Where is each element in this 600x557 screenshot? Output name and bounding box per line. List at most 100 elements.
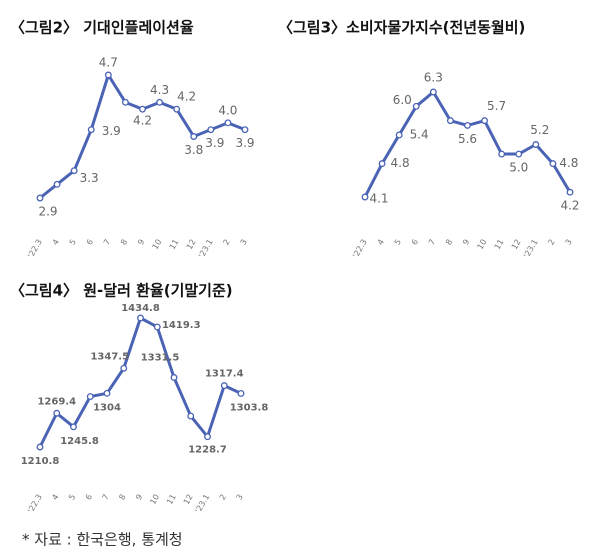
data-label: 1245.8 bbox=[60, 436, 99, 447]
point bbox=[395, 131, 403, 139]
data-label: 4.1 bbox=[369, 192, 388, 206]
point bbox=[53, 180, 61, 188]
x-tick-label: '23.1 bbox=[522, 238, 540, 260]
x-tick-label: 5 bbox=[67, 493, 77, 502]
point bbox=[204, 433, 211, 441]
data-label: 4.3 bbox=[150, 83, 169, 97]
x-tick-label: 4 bbox=[51, 238, 61, 247]
chart-title: 〈그림2〉 기대인플레이션율 bbox=[10, 19, 194, 37]
x-tick-label: 4 bbox=[376, 238, 386, 247]
x-tick-label: 11 bbox=[165, 493, 178, 506]
data-label: 5.6 bbox=[458, 132, 477, 146]
point bbox=[446, 117, 454, 125]
point bbox=[481, 117, 489, 125]
point bbox=[156, 98, 164, 106]
x-tick-label: 10 bbox=[148, 493, 161, 506]
point bbox=[378, 160, 386, 168]
point bbox=[498, 150, 506, 158]
data-label: 4.7 bbox=[99, 56, 118, 70]
point bbox=[70, 167, 78, 175]
data-label: 6.3 bbox=[424, 71, 443, 85]
data-label: 5.2 bbox=[530, 123, 549, 137]
point bbox=[464, 121, 471, 129]
data-label: 1269.4 bbox=[37, 396, 76, 407]
x-tick-label: 3 bbox=[235, 493, 245, 502]
data-label: 3.8 bbox=[184, 143, 203, 157]
data-label: 4.2 bbox=[133, 114, 152, 128]
x-tick-label: 12 bbox=[182, 493, 195, 506]
x-tick-label: 11 bbox=[493, 238, 506, 251]
x-tick-label: 6 bbox=[84, 493, 94, 502]
x-tick-label: 9 bbox=[134, 493, 144, 502]
data-label: 1303.8 bbox=[230, 402, 269, 413]
data-label: 3.9 bbox=[102, 124, 121, 138]
x-tick-label: 8 bbox=[119, 238, 129, 247]
x-tick-label: '22.3 bbox=[26, 238, 44, 260]
point bbox=[120, 364, 128, 372]
x-tick-label: 3 bbox=[239, 238, 249, 247]
data-label: 6.0 bbox=[393, 93, 412, 107]
point bbox=[104, 71, 112, 79]
point bbox=[70, 423, 77, 431]
point bbox=[87, 126, 95, 134]
x-tick-label: 5 bbox=[68, 238, 78, 247]
x-tick-label: 8 bbox=[117, 493, 127, 502]
point bbox=[220, 382, 228, 390]
point bbox=[190, 133, 198, 140]
x-tick-label: 3 bbox=[564, 238, 574, 247]
data-label: 1210.8 bbox=[21, 456, 60, 467]
point bbox=[36, 443, 44, 451]
x-tick-label: 8 bbox=[444, 238, 454, 247]
x-tick-label: '23.1 bbox=[194, 493, 212, 515]
point bbox=[36, 194, 44, 202]
data-label: 5.0 bbox=[509, 161, 528, 175]
x-tick-label: 6 bbox=[85, 238, 95, 247]
point bbox=[237, 389, 245, 397]
data-label: 1317.4 bbox=[205, 369, 244, 380]
x-tick-label: 10 bbox=[151, 238, 164, 251]
data-label: 4.8 bbox=[559, 156, 578, 170]
x-tick-label: 12 bbox=[510, 238, 523, 251]
chart-title: 〈그림3〉소비자물가지수(전년동월비) bbox=[278, 19, 525, 37]
x-tick-label: 7 bbox=[102, 238, 112, 247]
x-tick-label: '23.1 bbox=[197, 238, 215, 260]
data-label: 2.9 bbox=[38, 205, 57, 219]
x-tick-label: 7 bbox=[427, 238, 437, 247]
data-label: 4.2 bbox=[177, 90, 196, 104]
x-tick-label: 11 bbox=[168, 238, 181, 251]
point bbox=[207, 126, 215, 134]
data-label: 4.0 bbox=[218, 103, 237, 117]
point bbox=[412, 102, 420, 110]
data-label: 1434.8 bbox=[121, 303, 160, 314]
x-tick-label: 4 bbox=[50, 493, 60, 502]
data-label: 1304 bbox=[93, 402, 121, 413]
data-label: 1419.3 bbox=[162, 320, 201, 331]
data-label: 5.4 bbox=[410, 127, 429, 141]
source-note: * 자료 : 한국은행, 통계청 bbox=[22, 531, 183, 549]
x-tick-label: 6 bbox=[410, 238, 420, 247]
data-label: 1228.7 bbox=[188, 445, 227, 456]
data-label: 1347.5 bbox=[90, 351, 129, 362]
point bbox=[173, 105, 181, 113]
point bbox=[241, 126, 249, 134]
point bbox=[361, 193, 369, 201]
x-tick-label: 5 bbox=[393, 238, 403, 247]
x-tick-label: 9 bbox=[461, 238, 471, 247]
data-label: 3.3 bbox=[80, 171, 99, 185]
point bbox=[103, 389, 111, 397]
point bbox=[170, 374, 178, 381]
chart-title: 〈그림4〉 원-달러 환율(기말기준) bbox=[10, 282, 233, 300]
data-label: 4.2 bbox=[560, 199, 579, 213]
x-tick-label: 2 bbox=[218, 493, 228, 502]
data-label: 5.7 bbox=[487, 99, 506, 113]
x-tick-label: 7 bbox=[101, 493, 111, 502]
x-tick-label: 10 bbox=[476, 238, 489, 251]
x-tick-label: 2 bbox=[221, 238, 231, 247]
point bbox=[549, 160, 557, 168]
data-label: 3.9 bbox=[235, 136, 254, 150]
point bbox=[137, 314, 144, 322]
point bbox=[121, 98, 129, 106]
point bbox=[515, 150, 523, 158]
x-tick-label: '22.3 bbox=[351, 238, 369, 260]
